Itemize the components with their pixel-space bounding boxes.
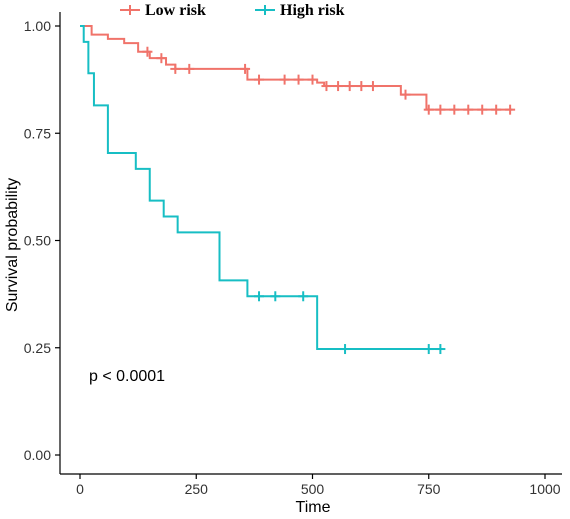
high-risk-censor-mark — [340, 344, 351, 355]
x-tick-label: 1000 — [529, 481, 560, 497]
ticks: 0 250 500 750 1000 0.00 0.25 0.50 0.75 1.00 — [24, 18, 561, 497]
x-axis-title: Time — [296, 499, 331, 516]
x-tick-label: 500 — [301, 481, 325, 497]
low-risk-censor-mark — [367, 81, 378, 92]
x-tick-label: 250 — [185, 481, 209, 497]
low-risk-censor-mark — [321, 81, 332, 92]
low-risk-censor-mark — [307, 74, 318, 85]
legend: Low risk High risk — [120, 2, 345, 19]
high-risk-survival-curve — [80, 25, 443, 351]
high-risk-censor-mark — [298, 291, 309, 302]
y-tick-label: 0.50 — [24, 233, 51, 249]
y-tick-label: 0.75 — [24, 125, 51, 141]
low-risk-censor-mark — [142, 46, 153, 57]
high-risk-censor-mark — [254, 291, 265, 302]
low-risk-censor-mark — [400, 89, 411, 100]
high-risk-censor-mark — [435, 344, 446, 355]
y-tick-label: 0.00 — [24, 447, 51, 463]
low-risk-censor-mark — [423, 104, 434, 115]
low-risk-censor-mark — [156, 53, 167, 64]
x-tick-label: 0 — [76, 481, 84, 497]
low-risk-censor-mark — [449, 104, 460, 115]
low-risk-censor-mark — [477, 104, 488, 115]
y-tick-label: 1.00 — [24, 18, 51, 34]
low-risk-censor-mark — [279, 74, 290, 85]
plot-area — [80, 25, 516, 355]
low-risk-censor-mark — [184, 63, 195, 74]
low-risk-survival-curve — [80, 25, 513, 111]
low-risk-censor-mark — [254, 74, 265, 85]
low-risk-censor-mark — [344, 81, 355, 92]
high-risk-censor-mark — [423, 344, 434, 355]
low-risk-censor-mark — [170, 63, 181, 74]
low-risk-censor-mark — [293, 74, 304, 85]
low-risk-censor-mark — [491, 104, 502, 115]
legend-item-high-risk: High risk — [255, 2, 345, 19]
legend-label: Low risk — [145, 2, 206, 19]
axes — [59, 12, 562, 475]
low-risk-censor-mark — [240, 63, 251, 74]
x-tick-label: 750 — [417, 481, 441, 497]
y-axis-title: Survival probability — [4, 178, 21, 312]
high-risk-censor-mark — [270, 291, 281, 302]
low-risk-censor-mark — [333, 81, 344, 92]
p-value-annotation: p < 0.0001 — [89, 368, 165, 385]
low-risk-censor-mark — [356, 81, 367, 92]
legend-item-low-risk: Low risk — [120, 2, 206, 19]
low-risk-censor-mark — [505, 104, 516, 115]
legend-label: High risk — [280, 2, 345, 19]
low-risk-censor-mark — [463, 104, 474, 115]
low-risk-censor-mark — [435, 104, 446, 115]
y-tick-label: 0.25 — [24, 340, 51, 356]
